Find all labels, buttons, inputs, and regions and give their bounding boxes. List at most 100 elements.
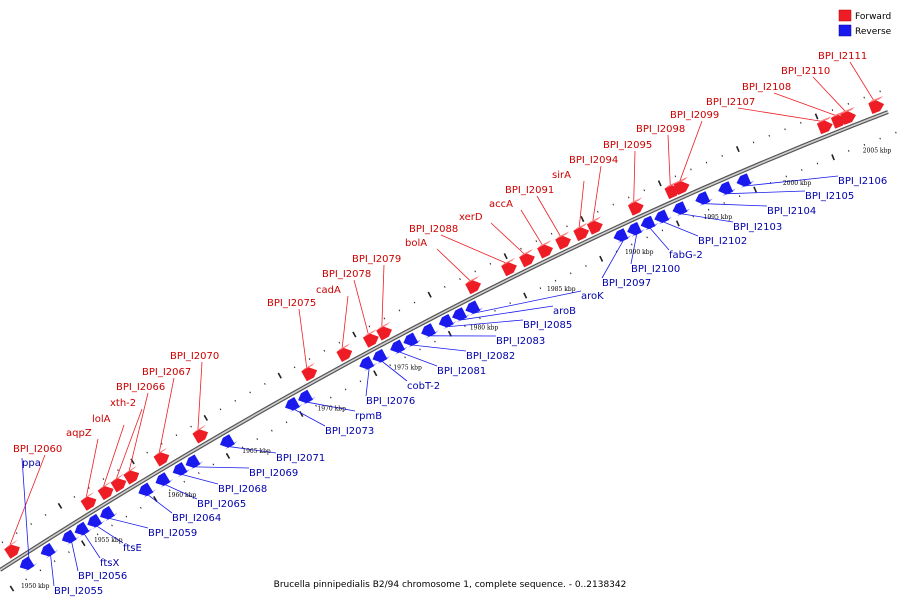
reverse-gene-label: BPI_I2097 — [602, 278, 651, 289]
reverse-gene-label: BPI_I2064 — [172, 513, 221, 524]
tick-mark — [53, 560, 56, 563]
tick-mark — [30, 523, 32, 525]
tick-mark — [752, 141, 755, 144]
tick-mark — [479, 317, 481, 320]
forward-gene[interactable] — [868, 96, 885, 115]
reverse-gene[interactable] — [298, 389, 316, 405]
forward-gene[interactable] — [816, 116, 833, 135]
reverse-gene[interactable] — [640, 215, 659, 231]
forward-gene[interactable] — [301, 362, 318, 382]
forward-gene[interactable] — [110, 473, 127, 493]
forward-gene[interactable] — [465, 275, 482, 295]
forward-gene[interactable] — [97, 481, 114, 501]
gene-features — [4, 96, 885, 572]
reverse-gene-label: BPI_I2065 — [197, 499, 246, 510]
reverse-gene[interactable] — [172, 461, 191, 478]
forward-gene[interactable] — [4, 539, 20, 559]
tick-mark — [117, 469, 119, 472]
tick-mark — [308, 358, 311, 360]
reverse-gene[interactable] — [87, 513, 105, 530]
tick-mark — [768, 134, 771, 137]
reverse-gene[interactable] — [74, 521, 93, 538]
tick-mark — [566, 225, 568, 228]
legend-reverse-label: Reverse — [855, 27, 892, 37]
reverse-gene[interactable] — [421, 323, 439, 339]
reverse-gene[interactable] — [19, 556, 38, 572]
reverse-gene[interactable] — [284, 396, 303, 413]
tick-mark — [705, 161, 708, 164]
forward-gene-label: BPI_I2108 — [742, 82, 791, 93]
reverse-gene-label: BPI_I2068 — [218, 484, 267, 495]
forward-gene[interactable] — [840, 106, 857, 125]
forward-gene-label: BPI_I2095 — [603, 140, 652, 151]
forward-gene[interactable] — [362, 329, 379, 348]
tick-mark — [489, 262, 492, 265]
reverse-gene-label: BPI_I2106 — [838, 176, 887, 187]
tick-mark — [25, 578, 27, 581]
legend-forward-swatch — [838, 9, 852, 22]
forward-gene[interactable] — [673, 176, 690, 196]
forward-gene[interactable] — [573, 222, 590, 242]
reverse-gene[interactable] — [613, 228, 632, 244]
forward-gene[interactable] — [586, 216, 603, 235]
forward-gene-label: xth-2 — [110, 398, 136, 409]
forward-gene[interactable] — [123, 465, 140, 485]
tick-mark — [383, 317, 386, 320]
tick-mark — [831, 154, 835, 161]
reverse-gene[interactable] — [438, 313, 457, 330]
reverse-gene[interactable] — [61, 529, 80, 546]
tick-mark — [554, 279, 557, 282]
tick-mark — [160, 442, 163, 445]
reverse-gene[interactable] — [219, 434, 238, 450]
tick-label: 1965 kbp — [242, 448, 271, 455]
reverse-gene[interactable] — [359, 355, 377, 372]
reverse-gene[interactable] — [99, 505, 118, 522]
reverse-gene[interactable] — [155, 472, 174, 488]
forward-gene[interactable] — [501, 257, 517, 277]
reverse-gene[interactable] — [185, 454, 204, 470]
forward-gene[interactable] — [627, 197, 644, 216]
tick-mark — [444, 285, 446, 288]
forward-gene[interactable] — [537, 240, 554, 259]
reverse-gene[interactable] — [138, 482, 156, 498]
reverse-gene[interactable] — [372, 348, 391, 365]
forward-gene[interactable] — [376, 321, 393, 341]
tick-mark — [277, 372, 282, 379]
forward-gene[interactable] — [336, 343, 353, 363]
tick-mark — [520, 247, 522, 250]
reverse-gene[interactable] — [452, 307, 470, 323]
tick-mark — [368, 325, 371, 328]
reverse-gene[interactable] — [390, 339, 408, 355]
tick-label: 1990 kbp — [625, 249, 654, 256]
reverse-gene[interactable] — [627, 221, 645, 237]
reverse-gene[interactable] — [695, 191, 713, 206]
tick-mark — [550, 232, 553, 235]
reverse-gene[interactable] — [736, 173, 755, 189]
tick-mark — [419, 348, 421, 351]
tick-mark — [203, 414, 208, 421]
reverse-gene[interactable] — [718, 181, 736, 196]
forward-gene[interactable] — [192, 424, 209, 444]
reverse-gene[interactable] — [40, 542, 59, 559]
reverse-gene[interactable] — [465, 300, 484, 316]
reverse-gene[interactable] — [654, 209, 672, 225]
reverse-gene[interactable] — [672, 201, 691, 217]
tick-mark — [241, 446, 244, 449]
forward-gene-label: BPI_I2067 — [142, 367, 191, 378]
forward-gene[interactable] — [519, 248, 535, 268]
tick-mark — [612, 203, 615, 206]
tick-marks — [1, 90, 897, 592]
tick-mark — [344, 388, 347, 391]
forward-gene[interactable] — [555, 231, 572, 250]
tick-mark — [643, 189, 646, 192]
reverse-gene-label: BPI_I2082 — [466, 351, 515, 362]
reverse-gene-label: BPI_I2076 — [366, 396, 415, 407]
forward-gene[interactable] — [153, 447, 170, 467]
tick-mark — [234, 399, 237, 402]
forward-gene[interactable] — [80, 491, 97, 511]
forward-gene-label: BPI_I2070 — [170, 351, 219, 362]
forward-gene-label: aqpZ — [66, 428, 92, 439]
tick-mark — [434, 340, 436, 343]
reverse-gene[interactable] — [403, 332, 421, 348]
tick-mark — [630, 243, 633, 246]
